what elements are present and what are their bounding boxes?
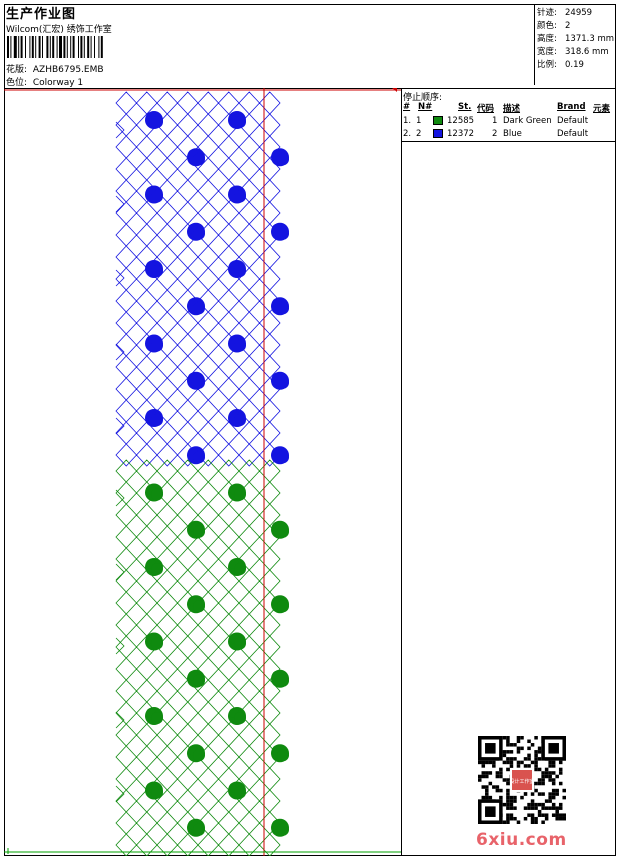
col-header-description: 描述 [503,104,521,114]
colorway-value: Colorway 1 [32,78,84,88]
colorway-row: 色位: Colorway 1 [6,75,83,88]
design-file-label: 花版: [6,65,28,75]
blue-lattice [115,91,281,467]
panel-divider [401,88,402,856]
color-swatch-blue [433,129,443,138]
col-header-n: N# [418,102,433,112]
stop-sequence-title: 停止顺序: [403,93,443,103]
dot-motifs [145,111,289,837]
stat-scale: 比例: 0.19 [537,60,584,70]
col-header-element: 元素 [593,104,611,114]
qr-code: 设计工作室 [478,736,566,824]
stat-colors: 颜色: 2 [537,21,571,31]
table-divider [401,141,616,142]
color-swatch-green [433,116,443,125]
page-title: 生产作业图 [6,7,77,22]
stat-height: 高度: 1371.3 mm [537,34,615,44]
green-lattice [115,459,281,856]
embroidery-design-preview [4,88,401,856]
svg-text:设计工作室: 设计工作室 [509,778,534,785]
seal-stamp [512,770,532,790]
stat-stitches: 针迹: 24959 [537,8,593,18]
company-name: Wilcom(汇宏) 绣饰工作室 [6,25,112,35]
barcode [7,36,103,58]
colorway-label: 色位: [6,78,28,88]
watermark-text: 6xiu.com [476,830,567,850]
col-header-code: 代码 [477,104,495,114]
col-header-index: # [403,102,411,112]
header-divider [4,88,616,89]
stat-width: 宽度: 318.6 mm [537,47,609,57]
design-file-value: AZHB6795.EMB [32,65,104,75]
design-file-row: 花版: AZHB6795.EMB [6,62,104,75]
col-header-stitches: St. [458,102,472,112]
col-header-brand: Brand [557,102,586,112]
stats-panel: 针迹: 24959 颜色: 2 高度: 1371.3 mm 宽度: 318.6 mm 比… [534,4,617,85]
production-sheet [4,4,616,856]
